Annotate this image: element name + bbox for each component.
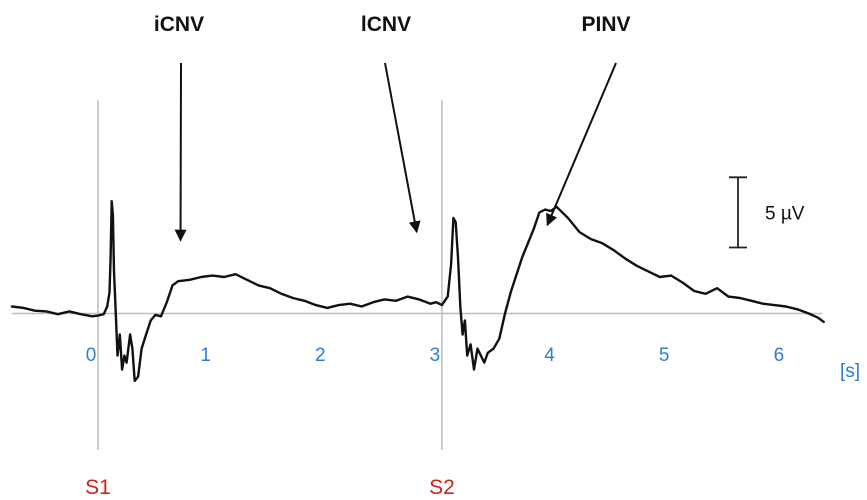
annotation-arrow xyxy=(546,62,617,227)
erp-waveform-line xyxy=(10,200,825,383)
x-tick-label: 0 xyxy=(86,345,97,366)
annotation-label: PINV xyxy=(581,13,630,36)
scale-bar-label: 5 µV xyxy=(765,203,805,224)
annotation-arrow xyxy=(384,62,421,234)
x-tick-label: 2 xyxy=(315,345,326,366)
annotation-lcnv: lCNV xyxy=(361,13,421,234)
annotation-label: lCNV xyxy=(361,13,411,36)
annotation-pinv: PINV xyxy=(546,13,631,227)
x-tick-label: 6 xyxy=(774,345,785,366)
stimulus-label-s2: S2 xyxy=(429,476,455,499)
x-tick-label: 5 xyxy=(659,345,670,366)
x-tick-label: 1 xyxy=(200,345,211,366)
stimulus-label-s1: S1 xyxy=(85,476,111,499)
x-tick-label: 4 xyxy=(544,345,555,366)
x-axis-unit-label: [s] xyxy=(840,361,860,382)
scale-bar: 5 µV xyxy=(729,176,805,249)
annotation-icnv: iCNV xyxy=(154,13,204,242)
annotation-label: iCNV xyxy=(154,13,204,36)
x-tick-label: 3 xyxy=(430,345,441,366)
